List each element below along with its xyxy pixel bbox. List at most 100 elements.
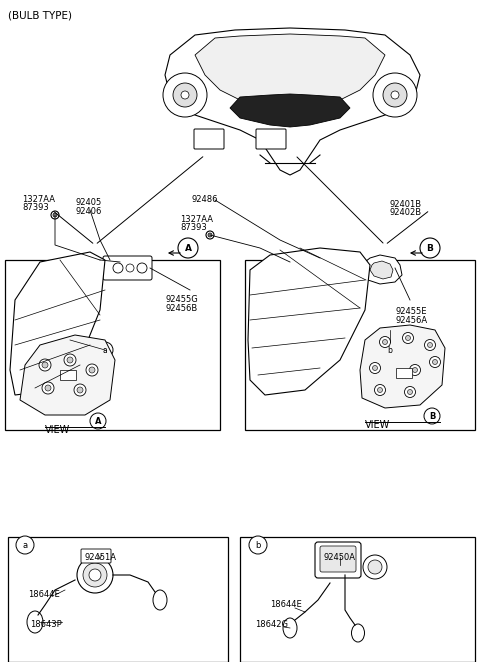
FancyBboxPatch shape (315, 542, 361, 578)
Text: 92455G: 92455G (165, 295, 198, 304)
Circle shape (380, 336, 391, 348)
Circle shape (208, 233, 212, 237)
Circle shape (373, 73, 417, 117)
Circle shape (42, 362, 48, 368)
Circle shape (428, 342, 432, 348)
Text: B: B (429, 412, 435, 420)
Text: 92401B: 92401B (390, 200, 422, 209)
Text: 1327AA: 1327AA (180, 215, 213, 224)
Text: 92405: 92405 (75, 198, 101, 207)
Circle shape (64, 354, 76, 366)
FancyBboxPatch shape (320, 546, 356, 572)
Text: 87393: 87393 (180, 223, 207, 232)
PathPatch shape (248, 248, 370, 395)
FancyBboxPatch shape (5, 260, 220, 430)
Ellipse shape (283, 618, 297, 638)
Circle shape (409, 365, 420, 375)
Text: A: A (95, 416, 101, 426)
PathPatch shape (165, 28, 420, 175)
Circle shape (408, 389, 412, 395)
Circle shape (163, 73, 207, 117)
Circle shape (372, 365, 377, 371)
Text: 92402B: 92402B (390, 208, 422, 217)
Circle shape (403, 332, 413, 344)
PathPatch shape (195, 34, 385, 105)
Circle shape (77, 387, 83, 393)
Ellipse shape (153, 590, 167, 610)
Circle shape (391, 91, 399, 99)
Circle shape (173, 83, 197, 107)
PathPatch shape (230, 94, 350, 127)
Circle shape (383, 83, 407, 107)
Ellipse shape (351, 624, 364, 642)
Text: 1327AA: 1327AA (22, 195, 55, 204)
Text: 87393: 87393 (22, 203, 49, 212)
FancyBboxPatch shape (194, 129, 224, 149)
Text: (BULB TYPE): (BULB TYPE) (8, 10, 72, 20)
Circle shape (51, 211, 59, 219)
Circle shape (97, 342, 113, 358)
Circle shape (377, 387, 383, 393)
Circle shape (89, 569, 101, 581)
Circle shape (368, 560, 382, 574)
Text: 92456B: 92456B (165, 304, 197, 313)
FancyBboxPatch shape (103, 256, 152, 280)
Text: 18642G: 18642G (255, 620, 288, 629)
PathPatch shape (360, 325, 445, 408)
Circle shape (178, 238, 198, 258)
Circle shape (382, 342, 398, 358)
Text: b: b (387, 346, 393, 354)
Ellipse shape (27, 611, 43, 633)
FancyBboxPatch shape (256, 129, 286, 149)
Circle shape (53, 213, 57, 217)
Text: 92486: 92486 (192, 195, 218, 204)
Circle shape (83, 563, 107, 587)
PathPatch shape (20, 335, 115, 415)
Circle shape (206, 231, 214, 239)
Text: VIEW: VIEW (45, 425, 70, 435)
Text: B: B (427, 244, 433, 252)
Circle shape (383, 340, 387, 344)
Circle shape (181, 91, 189, 99)
FancyBboxPatch shape (81, 549, 111, 563)
Circle shape (39, 359, 51, 371)
FancyBboxPatch shape (240, 537, 475, 662)
Circle shape (424, 340, 435, 350)
Text: 18644E: 18644E (270, 600, 302, 609)
Text: VIEW: VIEW (365, 420, 390, 430)
Circle shape (45, 385, 51, 391)
Circle shape (113, 263, 123, 273)
Text: 18643P: 18643P (30, 620, 62, 629)
Circle shape (412, 367, 418, 373)
Circle shape (363, 555, 387, 579)
Circle shape (430, 357, 441, 367)
Circle shape (374, 385, 385, 395)
Text: 92406: 92406 (75, 207, 101, 216)
Text: A: A (184, 244, 192, 252)
Circle shape (16, 536, 34, 554)
FancyBboxPatch shape (8, 537, 228, 662)
Circle shape (424, 408, 440, 424)
PathPatch shape (363, 255, 402, 284)
Circle shape (137, 263, 147, 273)
Circle shape (89, 367, 95, 373)
Circle shape (126, 264, 134, 272)
PathPatch shape (10, 252, 105, 395)
Text: 92455E: 92455E (395, 307, 427, 316)
FancyBboxPatch shape (60, 370, 76, 380)
Text: 18644E: 18644E (28, 590, 60, 599)
Circle shape (420, 238, 440, 258)
Text: 92451A: 92451A (84, 553, 116, 562)
Text: b: b (255, 540, 261, 549)
Text: a: a (103, 346, 108, 354)
Circle shape (90, 413, 106, 429)
Circle shape (77, 557, 113, 593)
Circle shape (67, 357, 73, 363)
FancyBboxPatch shape (396, 368, 412, 378)
Circle shape (432, 359, 437, 365)
Circle shape (86, 364, 98, 376)
Circle shape (406, 336, 410, 340)
Circle shape (74, 384, 86, 396)
Text: 92450A: 92450A (324, 553, 356, 562)
Circle shape (42, 382, 54, 394)
